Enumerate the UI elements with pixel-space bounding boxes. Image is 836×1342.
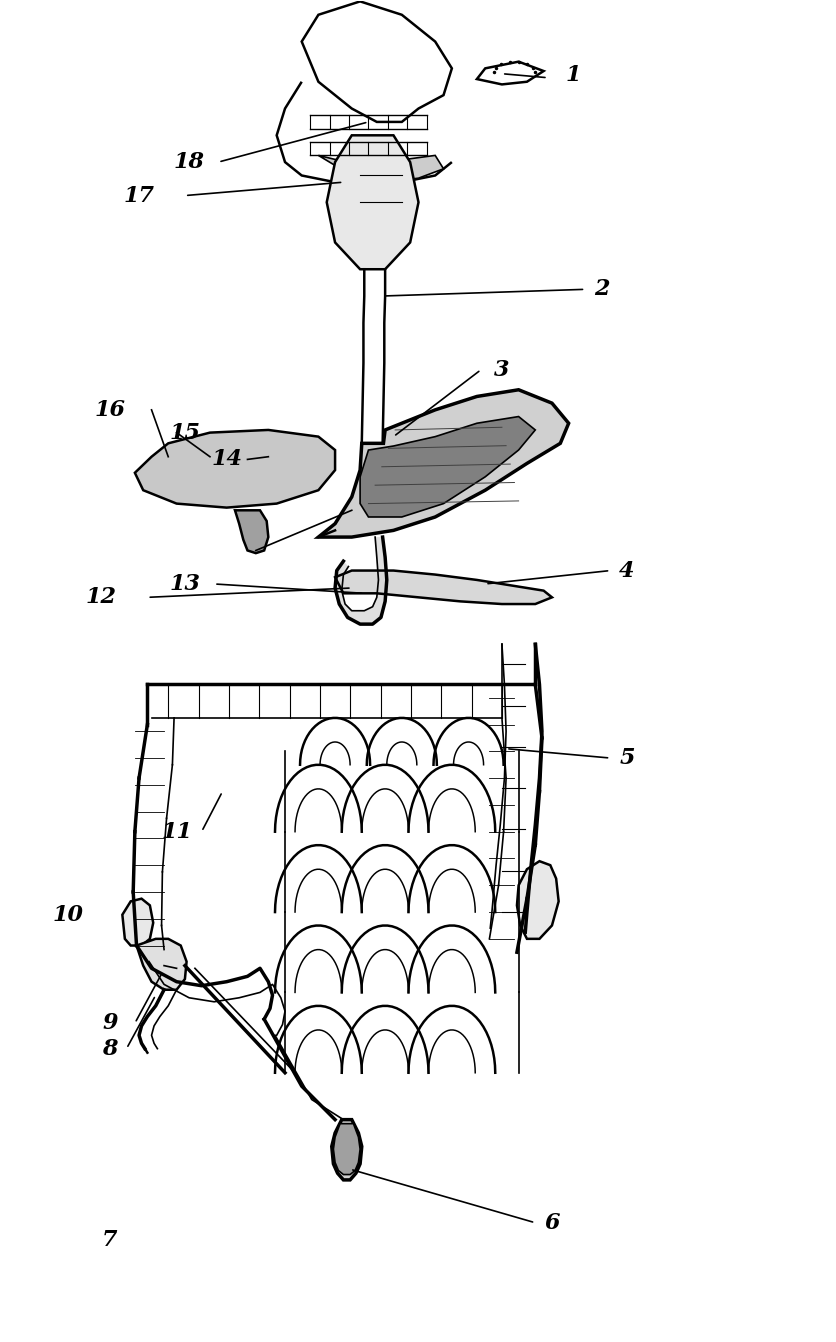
Text: 3: 3 xyxy=(493,358,509,381)
Text: 11: 11 xyxy=(161,821,191,843)
Polygon shape xyxy=(331,1119,361,1180)
Polygon shape xyxy=(334,570,551,604)
Polygon shape xyxy=(136,939,186,990)
Polygon shape xyxy=(318,389,568,537)
Polygon shape xyxy=(517,862,558,939)
Text: 4: 4 xyxy=(619,560,634,581)
Text: 5: 5 xyxy=(619,747,634,769)
Text: 1: 1 xyxy=(564,64,580,86)
Polygon shape xyxy=(334,537,386,624)
Polygon shape xyxy=(359,416,535,517)
Polygon shape xyxy=(235,510,268,553)
Text: 7: 7 xyxy=(102,1229,117,1251)
Polygon shape xyxy=(326,136,418,270)
Polygon shape xyxy=(318,156,443,183)
Text: 16: 16 xyxy=(94,399,125,421)
Text: 13: 13 xyxy=(169,573,200,595)
Text: 15: 15 xyxy=(169,421,200,444)
Text: 6: 6 xyxy=(543,1212,559,1233)
Text: 17: 17 xyxy=(124,185,155,207)
Text: 18: 18 xyxy=(173,152,204,173)
Polygon shape xyxy=(135,429,334,507)
Polygon shape xyxy=(122,899,153,946)
Text: 8: 8 xyxy=(102,1037,117,1060)
Text: 12: 12 xyxy=(86,586,117,608)
Text: 10: 10 xyxy=(53,903,84,926)
Text: 14: 14 xyxy=(211,448,242,471)
Text: 9: 9 xyxy=(102,1012,117,1035)
Text: 2: 2 xyxy=(594,278,609,301)
Polygon shape xyxy=(333,1123,359,1174)
